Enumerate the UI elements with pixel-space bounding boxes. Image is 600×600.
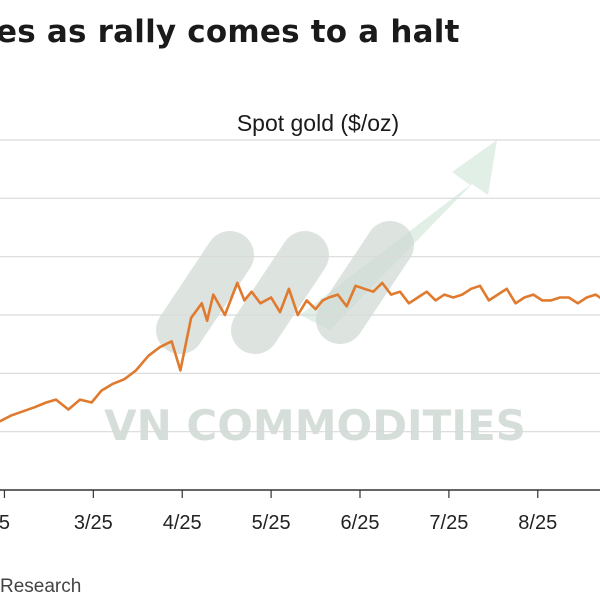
- watermark-logo: VN COMMODITIES: [104, 140, 526, 450]
- watermark-bar: [231, 231, 329, 354]
- chart-subtitle: Spot gold ($/oz): [237, 110, 399, 136]
- series-line-spot-gold: [0, 281, 600, 423]
- x-tick-label: 7/25: [429, 512, 468, 534]
- watermark-text: VN COMMODITIES: [104, 401, 526, 450]
- x-tick-label: 6/25: [341, 512, 380, 534]
- series-layer: [0, 281, 600, 423]
- watermark-bar: [316, 221, 414, 344]
- source-note: Research: [0, 576, 82, 597]
- x-axis-ticks: 5 3/25 4/25 5/25 6/25 7/25 8/25: [0, 490, 557, 534]
- watermark-bar: [156, 231, 254, 354]
- gridlines: [0, 139, 600, 433]
- x-tick-label: 3/25: [74, 512, 113, 534]
- x-tick-label: 4/25: [163, 512, 202, 534]
- x-tick-label: 5: [0, 512, 10, 534]
- x-tick-label: 8/25: [518, 512, 557, 534]
- x-tick-label: 5/25: [252, 512, 291, 534]
- chart-title: es as rally comes to a halt: [0, 14, 460, 50]
